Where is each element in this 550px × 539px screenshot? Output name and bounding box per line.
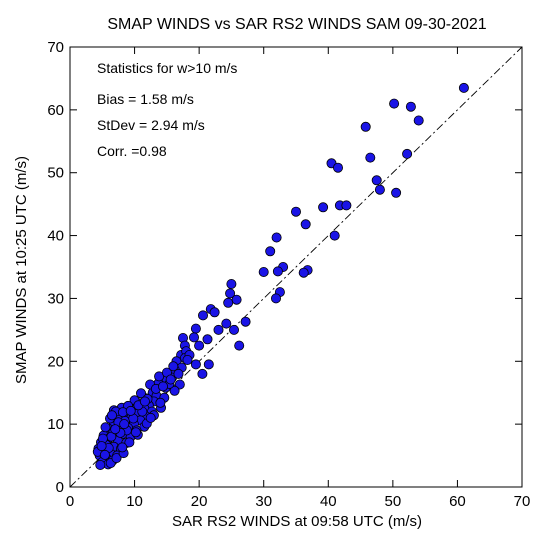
data-point xyxy=(371,175,382,186)
data-point xyxy=(124,437,135,448)
x-tick-label: 0 xyxy=(66,493,74,510)
data-point xyxy=(99,449,110,460)
data-point xyxy=(213,324,224,335)
y-tick-label: 50 xyxy=(47,165,64,182)
annotation-stdev: StDev = 2.94 m/s xyxy=(97,117,205,133)
data-point xyxy=(329,230,340,241)
data-point xyxy=(190,359,201,370)
data-point xyxy=(139,396,150,407)
x-axis-label: SAR RS2 WINDS at 09:58 UTC (m/s) xyxy=(172,513,422,530)
data-point xyxy=(265,246,276,257)
data-point xyxy=(389,98,400,109)
data-point xyxy=(228,324,239,335)
data-point xyxy=(209,307,220,318)
y-tick-label: 20 xyxy=(47,353,64,370)
annotation-statistics-header: Statistics for w>10 m/s xyxy=(97,60,237,76)
data-point xyxy=(341,200,352,211)
data-point xyxy=(298,267,309,278)
data-point xyxy=(270,293,281,304)
data-point xyxy=(197,368,208,379)
y-tick-label: 30 xyxy=(47,290,64,307)
y-axis-label: SMAP WINDS at 10:25 UTC (m/s) xyxy=(13,156,30,384)
y-tick-label: 60 xyxy=(47,102,64,119)
data-point xyxy=(117,442,128,453)
annotation-bias: Bias = 1.58 m/s xyxy=(97,91,194,107)
data-point xyxy=(190,323,201,334)
data-point xyxy=(145,412,156,423)
data-point xyxy=(100,422,111,433)
annotation-correlation: Corr. =0.98 xyxy=(97,143,167,159)
data-point xyxy=(300,219,311,230)
data-point xyxy=(188,332,199,343)
data-point xyxy=(221,318,232,329)
data-point xyxy=(226,278,237,289)
x-tick-label: 40 xyxy=(320,493,337,510)
data-point xyxy=(119,419,130,430)
x-tick-label: 70 xyxy=(514,493,531,510)
data-point xyxy=(168,361,179,372)
y-axis: 0 10 20 30 40 50 60 70 xyxy=(47,39,522,496)
data-point xyxy=(223,297,234,308)
one-to-one-reference-line xyxy=(69,46,523,488)
data-point xyxy=(169,385,180,396)
data-point xyxy=(203,359,214,370)
y-tick-label: 70 xyxy=(47,39,64,56)
y-tick-label: 0 xyxy=(56,479,64,496)
plot-area xyxy=(69,46,523,488)
data-point xyxy=(111,453,122,464)
data-point xyxy=(202,334,213,345)
data-point xyxy=(107,410,118,421)
chart-title: SMAP WINDS vs SAR RS2 WINDS SAM 09-30-20… xyxy=(107,16,486,33)
data-point xyxy=(332,162,343,173)
data-point xyxy=(360,121,371,132)
data-point xyxy=(225,288,236,299)
data-point xyxy=(95,459,106,470)
data-point xyxy=(271,232,282,243)
data-point xyxy=(165,374,176,385)
data-point xyxy=(157,381,168,392)
data-point xyxy=(96,441,107,452)
data-point xyxy=(130,427,141,438)
data-point xyxy=(231,294,242,305)
data-point xyxy=(125,405,136,416)
x-tick-label: 50 xyxy=(385,493,402,510)
x-tick-label: 30 xyxy=(255,493,272,510)
data-point xyxy=(234,340,245,351)
data-point xyxy=(155,397,166,408)
data-point xyxy=(272,266,283,277)
data-point xyxy=(182,354,193,365)
y-tick-label: 40 xyxy=(47,228,64,245)
data-point xyxy=(197,310,208,321)
data-point xyxy=(240,316,251,327)
data-point xyxy=(318,202,329,213)
statistics-annotations: Statistics for w>10 m/s Bias = 1.58 m/s … xyxy=(97,60,237,159)
plot-frame xyxy=(69,46,523,488)
data-point xyxy=(405,101,416,112)
x-tick-label: 60 xyxy=(449,493,466,510)
data-point xyxy=(458,82,469,93)
data-point xyxy=(413,115,424,126)
data-point xyxy=(402,148,413,159)
data-points xyxy=(92,82,469,470)
x-tick-label: 20 xyxy=(191,493,208,510)
data-point xyxy=(290,206,301,217)
data-point xyxy=(365,152,376,163)
data-point xyxy=(110,424,121,435)
data-point xyxy=(391,187,402,198)
data-point xyxy=(173,368,184,379)
y-tick-label: 10 xyxy=(47,416,64,433)
x-axis: 0 10 20 30 40 50 60 70 xyxy=(66,47,531,510)
data-point xyxy=(135,388,146,399)
data-point xyxy=(194,340,205,351)
data-point xyxy=(374,184,385,195)
x-tick-label: 10 xyxy=(126,493,143,510)
data-point xyxy=(258,266,269,277)
